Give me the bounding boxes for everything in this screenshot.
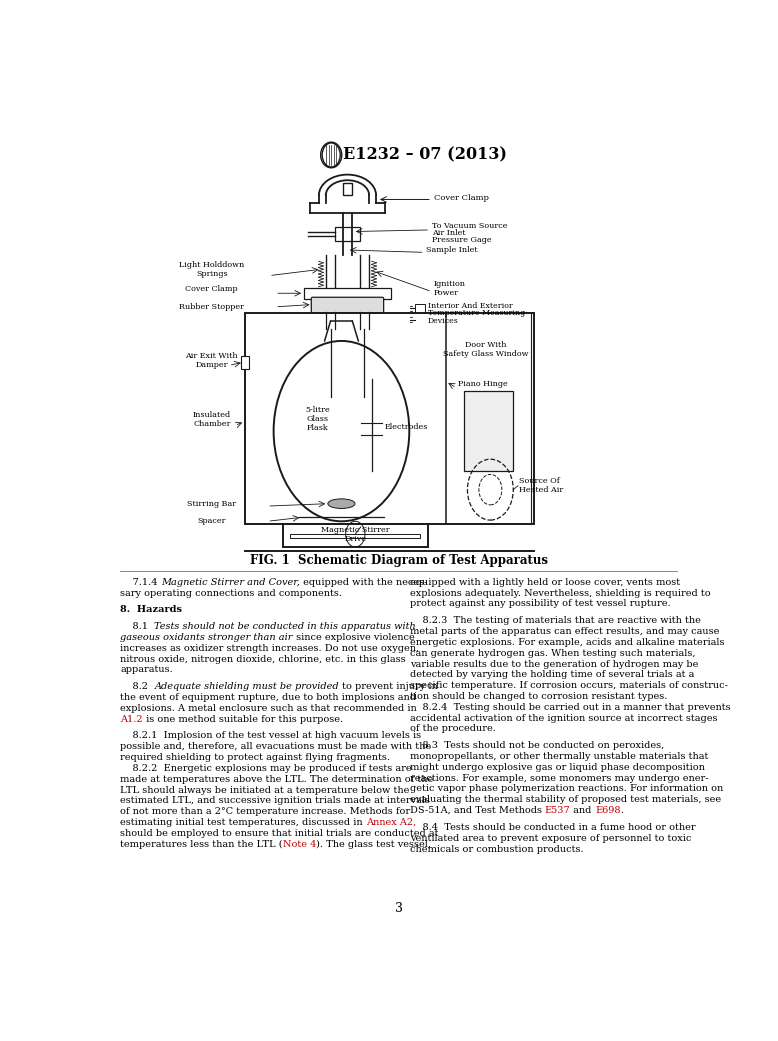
Text: 8.4  Tests should be conducted in a fume hood or other: 8.4 Tests should be conducted in a fume … [409,822,696,832]
Text: accidental activation of the ignition source at incorrect stages: accidental activation of the ignition so… [409,714,717,722]
Text: Magnetic Stirrer
Drive: Magnetic Stirrer Drive [321,526,390,543]
FancyBboxPatch shape [311,298,384,313]
Bar [343,182,352,196]
Text: 8.2: 8.2 [120,682,154,691]
Text: getic vapor phase polymerization reactions. For information on: getic vapor phase polymerization reactio… [409,785,723,793]
Text: tion should be changed to corrosion resistant types.: tion should be changed to corrosion resi… [409,692,667,701]
Bar [283,524,428,548]
Text: chemicals or combustion products.: chemicals or combustion products. [409,844,584,854]
Text: Temperature Measuring: Temperature Measuring [428,309,525,318]
Text: variable results due to the generation of hydrogen may be: variable results due to the generation o… [409,660,698,668]
Text: 8.2.2  Energetic explosions may be produced if tests are: 8.2.2 Energetic explosions may be produc… [120,764,412,772]
Text: of the procedure.: of the procedure. [409,725,496,734]
Bar [464,391,513,472]
Bar [415,314,425,325]
Bar [415,304,425,313]
Text: energetic explosions. For example, acids and alkaline materials: energetic explosions. For example, acids… [409,638,724,646]
Text: of not more than a 2°C temperature increase. Methods for: of not more than a 2°C temperature incre… [120,807,410,816]
Text: equipped with a lightly held or loose cover, vents most: equipped with a lightly held or loose co… [409,578,680,587]
Text: Air Exit With
Damper: Air Exit With Damper [185,352,238,370]
Bar [290,534,420,538]
Ellipse shape [274,341,409,522]
Text: Stirring Bar: Stirring Bar [187,500,237,508]
Text: made at temperatures above the LTL. The determination of the: made at temperatures above the LTL. The … [120,775,433,784]
Text: might undergo explosive gas or liquid phase decomposition: might undergo explosive gas or liquid ph… [409,763,704,771]
Text: Sample Inlet: Sample Inlet [426,246,478,254]
Text: 7.1.4: 7.1.4 [120,578,161,587]
Text: reactions. For example, some monomers may undergo ener-: reactions. For example, some monomers ma… [409,773,708,783]
Text: detected by varying the holding time of several trials at a: detected by varying the holding time of … [409,670,694,680]
Text: E537: E537 [545,806,570,815]
Text: monopropellants, or other thermally unstable materials that: monopropellants, or other thermally unst… [409,752,708,761]
Text: Pressure Gage: Pressure Gage [432,236,492,245]
Text: apparatus.: apparatus. [120,665,173,675]
Text: Piano Hinge: Piano Hinge [457,380,507,388]
Text: specific temperature. If corrosion occurs, materials of construc-: specific temperature. If corrosion occur… [409,681,727,690]
Text: E698: E698 [595,806,620,815]
Text: E1232 – 07 (2013): E1232 – 07 (2013) [343,147,507,163]
Text: 8.2.3  The testing of materials that are reactive with the: 8.2.3 The testing of materials that are … [409,616,700,626]
Text: Tests should not be conducted in this apparatus with: Tests should not be conducted in this ap… [154,623,416,631]
Text: gaseous oxidants stronger than air: gaseous oxidants stronger than air [120,633,293,642]
Text: estimated LTL, and successive ignition trials made at intervals: estimated LTL, and successive ignition t… [120,796,430,806]
Text: ). The glass test vessel,: ). The glass test vessel, [316,840,431,848]
Text: 8.  Hazards: 8. Hazards [120,606,182,614]
Text: Electrodes: Electrodes [385,423,428,431]
Text: since explosive violence: since explosive violence [293,633,415,642]
Text: should be employed to ensure that initial trials are conducted at: should be employed to ensure that initia… [120,829,439,838]
Text: equipped with the neces-: equipped with the neces- [300,578,427,587]
Text: Door With
Safety Glass Window: Door With Safety Glass Window [443,340,529,358]
Text: can generate hydrogen gas. When testing such materials,: can generate hydrogen gas. When testing … [409,649,695,658]
Text: ventilated area to prevent exposure of personnel to toxic: ventilated area to prevent exposure of p… [409,834,691,843]
Text: required shielding to protect against flying fragments.: required shielding to protect against fl… [120,753,390,762]
Text: to prevent injury in: to prevent injury in [339,682,438,691]
Text: LTL should always be initiated at a temperature below the: LTL should always be initiated at a temp… [120,786,409,794]
Bar [245,313,534,524]
Text: Spacer: Spacer [198,517,226,526]
Text: 8.2.1  Implosion of the test vessel at high vacuum levels is: 8.2.1 Implosion of the test vessel at hi… [120,732,422,740]
Text: .: . [620,806,624,815]
Text: explosions adequately. Nevertheless, shielding is required to: explosions adequately. Nevertheless, shi… [409,588,710,598]
Text: temperatures less than the LTL (: temperatures less than the LTL ( [120,840,282,848]
Text: explosions. A metal enclosure such as that recommended in: explosions. A metal enclosure such as th… [120,704,417,713]
Text: 3: 3 [394,903,403,915]
Text: Insulated
Chamber: Insulated Chamber [193,411,231,429]
Text: Devices: Devices [428,316,458,325]
Text: evaluating the thermal stability of proposed test materials, see: evaluating the thermal stability of prop… [409,795,720,805]
Text: 8.3  Tests should not be conducted on peroxides,: 8.3 Tests should not be conducted on per… [409,741,664,751]
Text: Light Holddown
Springs: Light Holddown Springs [179,260,244,278]
Text: 5-litre
Glass
Flask: 5-litre Glass Flask [305,406,330,432]
Text: Annex A2,: Annex A2, [366,818,416,827]
Text: FIG. 1  Schematic Diagram of Test Apparatus: FIG. 1 Schematic Diagram of Test Apparat… [250,555,548,567]
Text: sary operating connections and components.: sary operating connections and component… [120,588,342,598]
Text: Interior And Exterior: Interior And Exterior [428,302,513,310]
Text: Air Inlet: Air Inlet [432,229,465,237]
Text: A1.2: A1.2 [120,715,143,723]
Text: Cover Clamp: Cover Clamp [185,285,238,294]
Text: 8.2.4  Testing should be carried out in a manner that prevents: 8.2.4 Testing should be carried out in a… [409,703,731,712]
Text: possible and, therefore, all evacuations must be made with the: possible and, therefore, all evacuations… [120,742,431,752]
Text: estimating initial test temperatures, discussed in: estimating initial test temperatures, di… [120,818,366,827]
Bar [304,287,391,299]
Ellipse shape [328,499,355,508]
Text: Note 4: Note 4 [282,840,316,848]
Text: the event of equipment rupture, due to both implosions and: the event of equipment rupture, due to b… [120,693,416,702]
Bar [335,227,359,242]
Text: Cover Clamp: Cover Clamp [433,194,489,202]
Text: metal parts of the apparatus can effect results, and may cause: metal parts of the apparatus can effect … [409,627,719,636]
Text: Ignition
Power: Ignition Power [433,280,466,297]
Bar [241,356,249,369]
Text: protect against any possibility of test vessel rupture.: protect against any possibility of test … [409,600,670,608]
Text: Source Of
Heated Air: Source Of Heated Air [520,477,563,494]
Text: and: and [570,806,595,815]
Text: DS-51A, and Test Methods: DS-51A, and Test Methods [409,806,545,815]
Text: increases as oxidizer strength increases. Do not use oxygen,: increases as oxidizer strength increases… [120,643,419,653]
Text: Rubber Stopper: Rubber Stopper [179,303,244,311]
Text: To Vacuum Source: To Vacuum Source [432,222,507,230]
Text: Adequate shielding must be provided: Adequate shielding must be provided [154,682,339,691]
Text: is one method suitable for this purpose.: is one method suitable for this purpose. [143,715,343,723]
Text: Magnetic Stirrer and Cover,: Magnetic Stirrer and Cover, [161,578,300,587]
Text: nitrous oxide, nitrogen dioxide, chlorine, etc. in this glass: nitrous oxide, nitrogen dioxide, chlorin… [120,655,406,664]
Text: 8.1: 8.1 [120,623,154,631]
